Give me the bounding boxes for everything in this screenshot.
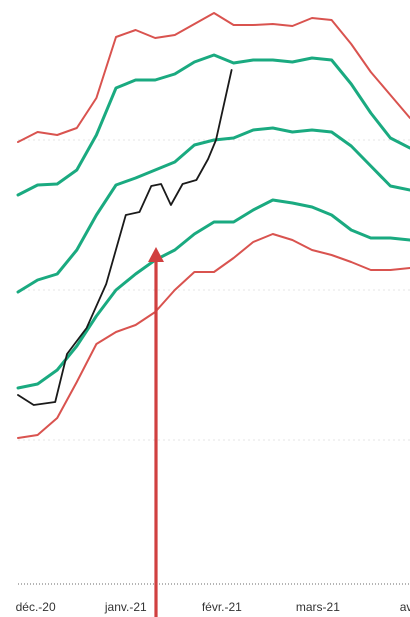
x-tick-label: mars-21	[296, 600, 340, 614]
annotation-arrow	[148, 247, 164, 617]
series-line-upper-outer-band	[17, 12, 410, 143]
series-layer	[16, 12, 410, 439]
series-line-lower-inner-band	[16, 198, 410, 390]
gridlines	[18, 139, 410, 441]
series-line-observed	[17, 69, 233, 406]
x-tick-label: déc.-20	[16, 600, 56, 614]
series-line-central-trend	[16, 126, 410, 294]
series-line-upper-inner-band	[16, 53, 410, 197]
x-tick-label: janv.-21	[104, 600, 147, 614]
series-line-lower-outer-band	[17, 233, 410, 439]
x-tick-label: av	[400, 600, 410, 614]
x-tick-labels: déc.-20 janv.-21 févr.-21 mars-21 av	[16, 600, 410, 614]
annotation-arrow-head	[148, 247, 164, 262]
x-tick-label: févr.-21	[202, 600, 242, 614]
